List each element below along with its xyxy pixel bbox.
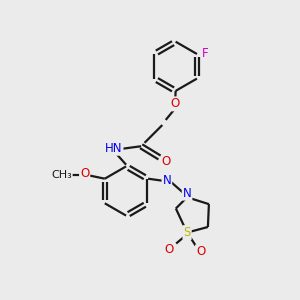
Text: N: N <box>163 174 171 187</box>
Text: CH₃: CH₃ <box>51 169 72 180</box>
Text: O: O <box>162 155 171 169</box>
Text: N: N <box>183 187 191 200</box>
Text: O: O <box>80 167 89 180</box>
Text: O: O <box>165 243 174 256</box>
Text: S: S <box>183 226 191 239</box>
Text: HN: HN <box>105 142 122 155</box>
Text: O: O <box>171 98 180 110</box>
Text: O: O <box>196 245 206 258</box>
Text: F: F <box>202 47 209 60</box>
